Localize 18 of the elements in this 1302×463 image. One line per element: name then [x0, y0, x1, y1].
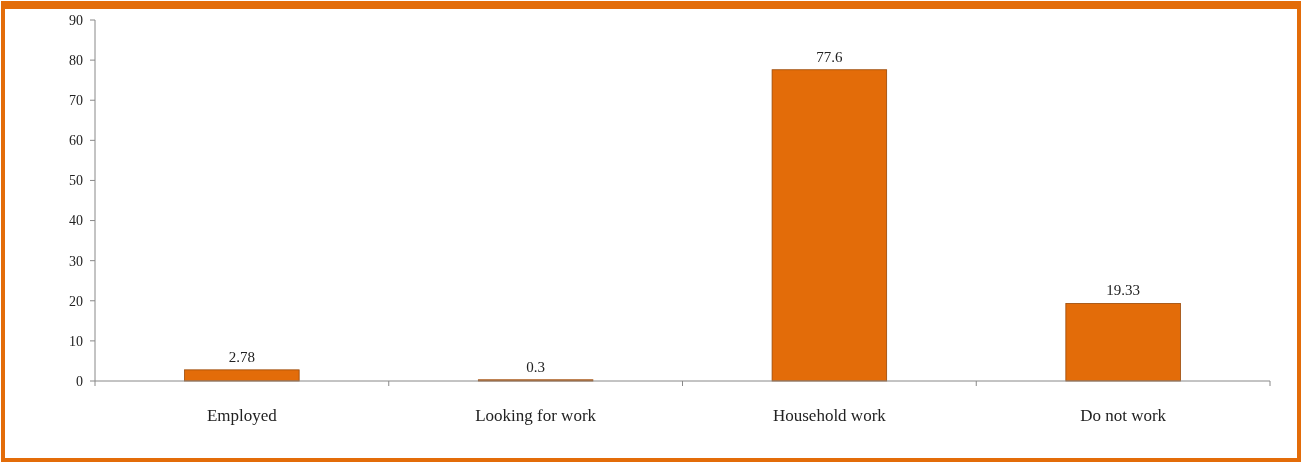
x-tick-label: Looking for work [475, 406, 597, 425]
data-label: 77.6 [816, 48, 843, 65]
y-tick-label: 90 [69, 12, 83, 28]
x-tick-label: Employed [206, 406, 278, 425]
y-tick-label: 30 [69, 253, 83, 269]
y-tick-label: 60 [69, 133, 83, 149]
x-tick-label: Household work [772, 406, 887, 425]
y-tick-label: 10 [69, 333, 83, 349]
y-tick-label: 80 [69, 53, 83, 69]
y-tick-label: 40 [69, 213, 83, 229]
x-tick-label: Do not work [1080, 406, 1167, 425]
y-tick-label: 70 [69, 93, 83, 109]
data-label: 19.33 [1106, 282, 1140, 299]
y-tick-label: 20 [69, 293, 83, 309]
y-tick-label: 0 [76, 373, 83, 389]
data-label: 0.3 [526, 358, 545, 375]
y-tick-label: 50 [69, 173, 83, 189]
data-label: 2.78 [228, 348, 255, 365]
